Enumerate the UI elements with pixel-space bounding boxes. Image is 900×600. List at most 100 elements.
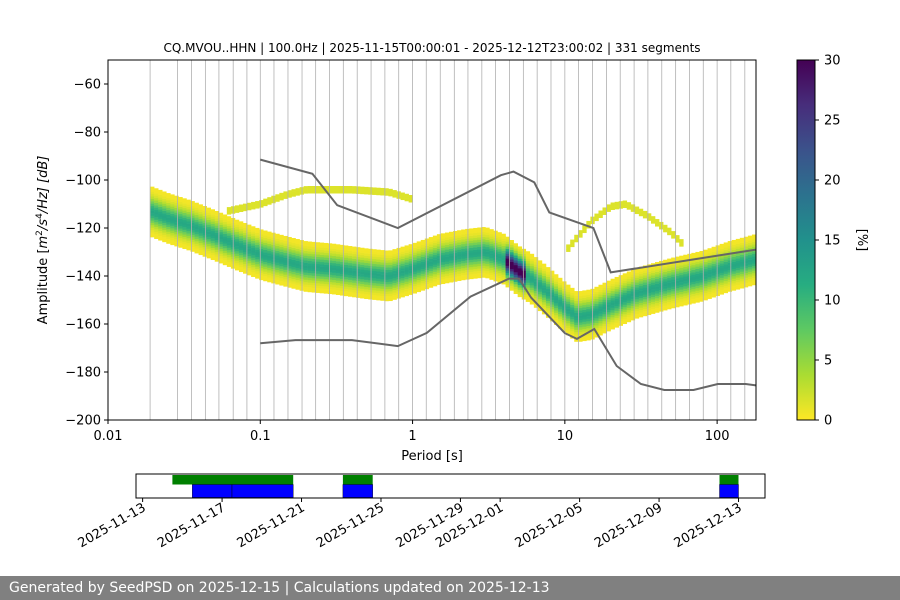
heatmap-cell [659,282,664,286]
heatmap-cell [731,287,737,291]
colorbar-tick-label: 10 [824,294,841,309]
heatmap-cell [271,268,276,272]
heatmap-cell [533,269,539,272]
heatmap-cell [303,272,308,275]
heatmap-cell [663,286,668,289]
heatmap-cell [424,240,430,244]
heatmap-cell [364,253,369,256]
heatmap-cell [703,292,708,296]
heatmap-cell [679,270,684,273]
heatmap-cell [582,338,587,342]
heatmap-cell [267,238,272,242]
heatmap-cell [218,217,224,221]
heatmap-cell [679,258,684,261]
heatmap-cell [691,255,696,258]
heatmap-cell [554,298,559,301]
heatmap-cell [360,257,365,261]
heatmap-cell [525,284,531,288]
heatmap-cell [331,190,337,194]
heatmap-cell [222,216,228,220]
heatmap-cell [251,233,256,237]
heatmap-cell [234,258,240,261]
heatmap-cell [279,251,284,255]
heatmap-cell [679,291,684,295]
heatmap-cell [558,318,563,322]
heatmap-cell [578,305,583,309]
heatmap-cell [646,290,652,294]
heatmap-cell [150,234,155,238]
heatmap-cell [202,254,207,257]
heatmap-cell [679,272,684,276]
heatmap-cell [194,243,199,247]
heatmap-cell [618,308,623,312]
heatmap-cell [348,190,353,194]
heatmap-cell [339,266,345,270]
heatmap-cell [663,276,668,280]
heatmap-cell [218,248,224,252]
heatmap-cell [598,291,603,295]
heatmap-cell [731,239,737,243]
heatmap-cell [198,242,203,246]
heatmap-cell [549,311,555,315]
heatmap-cell [614,206,619,210]
heatmap-cell [566,315,571,319]
heatmap-cell [751,282,756,286]
heatmap-cell [432,259,438,263]
heatmap-cell [283,259,288,263]
heatmap-cell [554,274,559,277]
heatmap-cell [457,275,462,279]
heatmap-cell [727,284,733,287]
heatmap-cell [202,215,207,219]
heatmap-cell [331,270,337,273]
heatmap-cell [182,222,187,226]
heatmap-cell [461,255,466,259]
heatmap-cell [614,322,619,326]
heatmap-cell [368,289,373,293]
heatmap-cell [263,264,268,267]
heatmap-cell [497,237,502,240]
heatmap-cell [210,254,216,258]
x-axis-ticks: 0.01 0.1 1 10 100 [94,420,730,444]
heatmap-cell [614,276,619,280]
heatmap-cell [598,323,603,326]
heatmap-cell [315,186,321,189]
heatmap-cell [222,260,228,263]
heatmap-cell [489,238,494,242]
heatmap-cell [247,224,252,228]
heatmap-cell [251,257,256,261]
heatmap-cell [408,280,413,283]
heatmap-cell [194,212,199,216]
heatmap-cell [376,292,381,296]
heatmap-cell [562,329,567,333]
heatmap-cell [485,234,490,238]
heatmap-cell [210,221,216,224]
heatmap-cell [751,272,756,276]
heatmap-cell [162,234,167,238]
heatmap-cell [610,285,615,289]
heatmap-cell [461,258,466,261]
heatmap-cell [392,251,397,255]
heatmap-cell [251,235,256,239]
heatmap-cell [614,279,619,283]
heatmap-cell [477,258,482,262]
heatmap-cell [586,294,591,298]
heatmap-cell [420,256,426,260]
heatmap-cell [210,235,216,239]
heatmap-cell [360,264,365,268]
heatmap-cell [707,277,712,280]
heatmap-cell [545,295,551,299]
heatmap-cell [416,241,422,245]
x-tick-label: 0.1 [250,429,271,444]
heatmap-cell [384,281,389,285]
heatmap-cell [267,231,272,235]
heatmap-cell [642,267,648,271]
heatmap-cell [663,295,668,299]
heatmap-cell [222,245,228,249]
heatmap-cell [154,219,159,223]
heatmap-cell [243,254,248,257]
heatmap-cell [533,290,539,294]
heatmap-cell [352,285,357,288]
heatmap-cell [638,276,644,279]
heatmap-cell [392,263,397,267]
heatmap-cell [751,256,756,259]
